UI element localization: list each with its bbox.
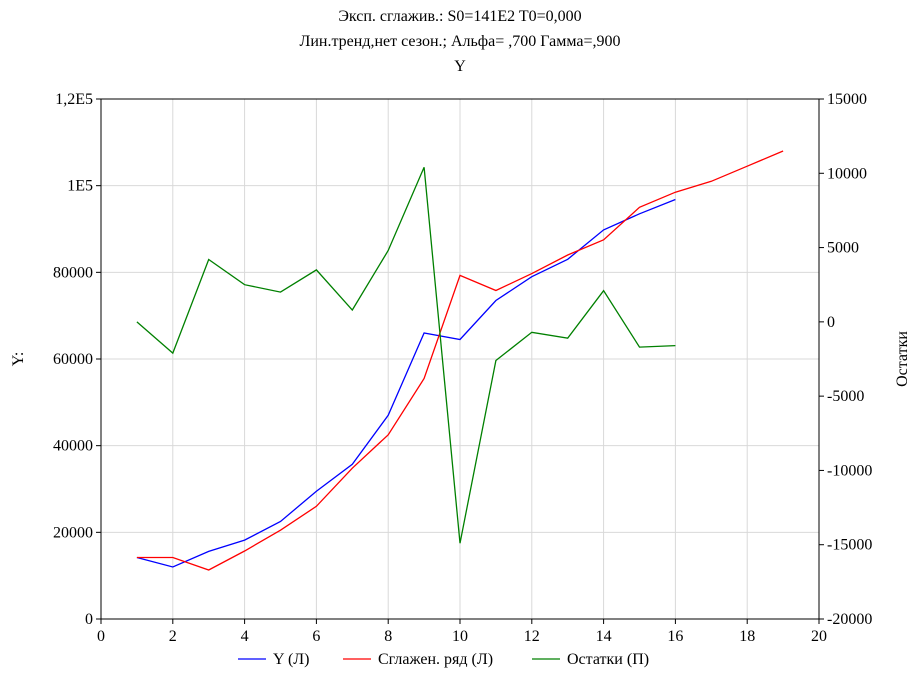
legend: Y (Л) Сглажен. ряд (Л) Остатки (П) bbox=[238, 651, 649, 668]
y-left-tick-label: 20000 bbox=[53, 524, 93, 541]
y-left-tick-label: 40000 bbox=[53, 438, 93, 455]
y-right-axis: -20000 -15000 -10000 -5000 0 5000 10000 15000 bbox=[819, 91, 872, 628]
y-left-axis-label: Y: bbox=[10, 352, 27, 367]
x-tick-label: 0 bbox=[97, 628, 105, 645]
x-tick-label: 14 bbox=[596, 628, 612, 645]
y-right-axis-label: Остатки bbox=[894, 331, 911, 387]
y-right-tick-label: 15000 bbox=[827, 91, 867, 108]
series-lines bbox=[136, 150, 784, 571]
y-left-tick-label: 1E5 bbox=[67, 178, 93, 195]
legend-label: Y (Л) bbox=[273, 651, 309, 668]
chart-grid bbox=[101, 99, 819, 619]
chart-title: Эксп. сглажив.: S0=141E2 T0=0,000 Лин.тре… bbox=[300, 8, 621, 75]
x-tick-label: 4 bbox=[241, 628, 249, 645]
series-line-1 bbox=[136, 150, 784, 571]
y-left-tick-label: 80000 bbox=[53, 264, 93, 281]
x-tick-label: 12 bbox=[524, 628, 540, 645]
x-tick-label: 10 bbox=[452, 628, 468, 645]
x-axis: 0 2 4 6 8 10 12 14 16 18 20 bbox=[97, 619, 827, 645]
chart-title-line: Эксп. сглажив.: S0=141E2 T0=0,000 bbox=[338, 8, 581, 25]
x-tick-label: 16 bbox=[667, 628, 683, 645]
x-tick-label: 8 bbox=[384, 628, 392, 645]
x-tick-label: 2 bbox=[169, 628, 177, 645]
series-line-2 bbox=[136, 167, 676, 544]
x-tick-label: 6 bbox=[312, 628, 320, 645]
y-right-tick-label: -15000 bbox=[827, 537, 872, 554]
legend-label: Остатки (П) bbox=[567, 651, 649, 668]
chart-title-line: Y bbox=[454, 58, 466, 75]
y-right-tick-label: 0 bbox=[827, 314, 835, 331]
y-left-tick-label: 1,2E5 bbox=[55, 91, 93, 108]
y-right-tick-label: -20000 bbox=[827, 611, 872, 628]
y-right-tick-label: -5000 bbox=[827, 388, 864, 405]
y-right-tick-label: 10000 bbox=[827, 165, 867, 182]
x-tick-label: 20 bbox=[811, 628, 827, 645]
legend-label: Сглажен. ряд (Л) bbox=[378, 651, 493, 668]
x-tick-label: 18 bbox=[739, 628, 755, 645]
y-left-axis: 0 20000 40000 60000 80000 1E5 1,2E5 bbox=[53, 91, 101, 628]
y-left-tick-label: 60000 bbox=[53, 351, 93, 368]
series-line-0 bbox=[136, 198, 676, 568]
y-right-tick-label: 5000 bbox=[827, 240, 859, 257]
chart-title-line: Лин.тренд,нет сезон.; Альфа= ,700 Гамма=… bbox=[300, 33, 621, 50]
y-right-tick-label: -10000 bbox=[827, 462, 872, 479]
y-left-tick-label: 0 bbox=[85, 611, 93, 628]
